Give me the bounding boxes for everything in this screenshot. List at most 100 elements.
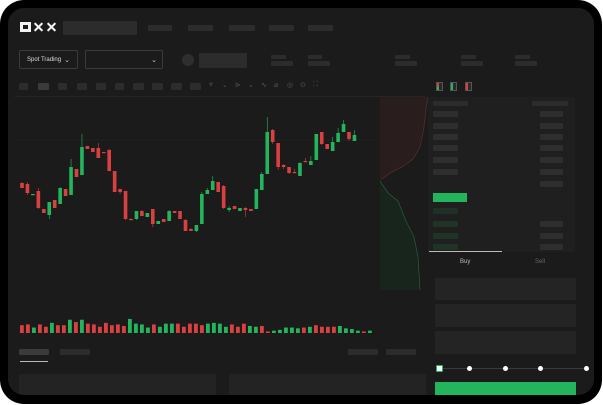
- ask-price[interactable]: [433, 157, 458, 163]
- nav-item[interactable]: [229, 25, 255, 31]
- buy-button[interactable]: [435, 382, 576, 395]
- camera-icon[interactable]: ◎: [287, 82, 294, 89]
- candle-body: [352, 135, 357, 141]
- pair-selector[interactable]: ⌄: [85, 50, 163, 69]
- stat-value: [308, 61, 330, 66]
- nav-item[interactable]: [308, 25, 333, 31]
- ask-price[interactable]: [433, 123, 458, 129]
- stat-value: [395, 61, 417, 66]
- settings-icon[interactable]: ⊙: [300, 82, 306, 89]
- ask-price[interactable]: [433, 169, 458, 175]
- line-icon[interactable]: ∿: [261, 82, 267, 89]
- toolbar-button[interactable]: [171, 83, 182, 90]
- last-price-highlight[interactable]: [433, 193, 467, 202]
- candle-body: [238, 208, 242, 211]
- bid-price[interactable]: [433, 221, 458, 227]
- slider-step-100[interactable]: [584, 366, 589, 371]
- candle-body: [210, 181, 215, 190]
- nav-item[interactable]: [269, 25, 294, 31]
- bottom-action[interactable]: [348, 349, 378, 355]
- market-selector[interactable]: Spot Trading ⌄: [19, 50, 78, 69]
- volume-bar: [86, 323, 90, 333]
- ask-amount[interactable]: [540, 111, 563, 117]
- volume-bar: [242, 323, 246, 333]
- volume-bar: [212, 322, 216, 333]
- candle-body: [205, 190, 210, 194]
- bid-amount[interactable]: [540, 221, 563, 227]
- bid-price[interactable]: [433, 233, 458, 239]
- total-input[interactable]: [435, 331, 576, 354]
- slider-step-25[interactable]: [467, 366, 472, 371]
- indicator-icon[interactable]: ⩔: [209, 81, 213, 88]
- ask-price[interactable]: [433, 145, 458, 151]
- volume-bar: [56, 325, 60, 333]
- candle-body: [74, 169, 79, 177]
- ask-price[interactable]: [433, 111, 458, 117]
- volume-bar: [110, 325, 114, 333]
- bid-amount[interactable]: [540, 233, 563, 239]
- fullscreen-icon[interactable]: ⛶: [313, 81, 318, 88]
- candle-body: [178, 211, 182, 219]
- toolbar-button[interactable]: [77, 83, 87, 90]
- nav-placeholder[interactable]: [63, 21, 137, 35]
- ask-amount[interactable]: [540, 169, 563, 175]
- volume-bar: [134, 323, 138, 333]
- candlestick-chart[interactable]: [8, 97, 383, 337]
- ask-amount[interactable]: [540, 157, 563, 163]
- candle-body: [281, 165, 286, 167]
- candle-body: [319, 132, 324, 144]
- candle-body: [91, 148, 95, 152]
- bid-amount[interactable]: [540, 244, 563, 250]
- nav-item[interactable]: [148, 25, 172, 31]
- volume-bar: [326, 326, 330, 333]
- tab-open-orders[interactable]: [19, 349, 49, 355]
- toolbar-button[interactable]: [19, 83, 28, 90]
- ask-amount[interactable]: [540, 145, 563, 151]
- toolbar-button[interactable]: [38, 83, 49, 90]
- toolbar-button[interactable]: [152, 83, 163, 90]
- okx-logo[interactable]: [20, 22, 57, 32]
- active-tab-underline: [20, 361, 48, 362]
- volume-bar: [350, 329, 354, 333]
- bottom-action[interactable]: [386, 349, 416, 355]
- volume-bar: [74, 322, 78, 333]
- order-book-view-both-icon[interactable]: [436, 82, 443, 91]
- stat-label: [515, 55, 530, 59]
- chart-toolbar: ⩔ ⌄ ⊳ ⌄ ∿ ⌀ ◎ ⊙ ⛶: [19, 81, 359, 91]
- candle-body: [189, 229, 193, 231]
- slider-handle[interactable]: [436, 365, 443, 372]
- bid-price[interactable]: [433, 244, 458, 250]
- toolbar-button[interactable]: [96, 83, 106, 90]
- chevron-down-icon[interactable]: ⌄: [222, 82, 228, 89]
- nav-item[interactable]: [188, 25, 213, 31]
- order-book-view-bids-icon[interactable]: [450, 82, 457, 91]
- order-book-view-asks-icon[interactable]: [465, 82, 472, 91]
- tab-sell[interactable]: Sell: [535, 259, 546, 265]
- toolbar-button[interactable]: [190, 83, 201, 90]
- ask-amount[interactable]: [540, 134, 563, 140]
- tab-buy[interactable]: Buy: [460, 259, 471, 265]
- amount-input[interactable]: [435, 304, 576, 327]
- slider-step-50[interactable]: [503, 366, 508, 371]
- ruler-icon[interactable]: ⌀: [274, 82, 279, 89]
- ask-amount[interactable]: [540, 123, 563, 129]
- toolbar-button[interactable]: [133, 83, 144, 90]
- ask-amount[interactable]: [540, 181, 563, 187]
- candle-body: [265, 132, 270, 174]
- candle-body: [314, 134, 319, 160]
- toolbar-button[interactable]: [115, 83, 124, 90]
- logo-block: [20, 22, 31, 32]
- bid-price[interactable]: [433, 208, 458, 214]
- price-input[interactable]: [435, 278, 576, 300]
- slider-step-75[interactable]: [538, 366, 543, 371]
- chevron-down-icon[interactable]: ⌄: [248, 82, 254, 89]
- coin-icon: [182, 54, 194, 66]
- logo-block: [46, 22, 57, 32]
- volume-bar: [170, 323, 174, 333]
- toolbar-button[interactable]: [58, 83, 67, 90]
- amount-slider[interactable]: [436, 365, 589, 373]
- volume-bar: [362, 331, 366, 333]
- tab-order-history[interactable]: [60, 349, 90, 355]
- ask-price[interactable]: [433, 134, 458, 140]
- drawing-icon[interactable]: ⊳: [235, 82, 241, 89]
